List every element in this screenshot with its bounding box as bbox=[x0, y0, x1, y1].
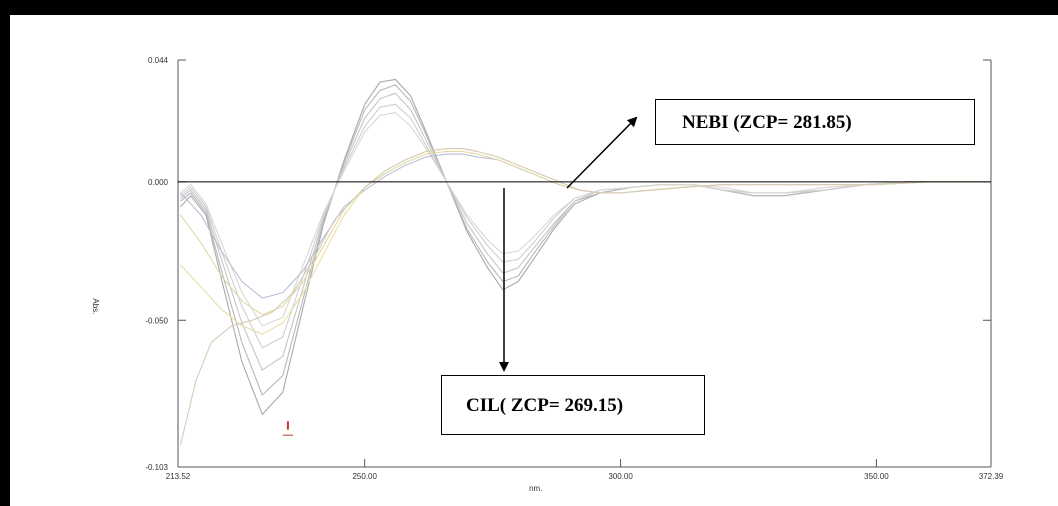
cil-spectrum-line bbox=[180, 150, 989, 316]
nebi-spectrum-line bbox=[180, 84, 989, 396]
x-tick-label: 350.00 bbox=[864, 472, 889, 481]
x-tick-label: 213.52 bbox=[166, 472, 191, 481]
axes bbox=[177, 59, 992, 468]
x-tick-label: 372.39 bbox=[979, 472, 1004, 481]
nebi-spectrum-line bbox=[180, 112, 989, 327]
x-axis-label: nm. bbox=[529, 484, 542, 493]
y-tick-label: 0.044 bbox=[148, 56, 169, 65]
x-tick-label: 250.00 bbox=[352, 472, 377, 481]
x-tick-label: 300.00 bbox=[608, 472, 633, 481]
cil-spectrum-line bbox=[179, 148, 989, 446]
y-tick-label: -0.103 bbox=[145, 463, 168, 472]
nebi-annotation-box: NEBI (ZCP= 281.85) bbox=[655, 99, 975, 145]
cil-spectrum-line bbox=[180, 148, 989, 335]
cil-spectrum-line bbox=[180, 153, 989, 299]
y-axis-label: Abs. bbox=[91, 298, 100, 314]
cil-annotation-box: CIL( ZCP= 269.15) bbox=[441, 375, 705, 435]
y-tick-label: -0.050 bbox=[145, 316, 168, 325]
annotation-arrows bbox=[499, 116, 638, 372]
nebi-arrow bbox=[566, 116, 638, 189]
series-group bbox=[179, 78, 989, 446]
y-tick-label: 0.000 bbox=[148, 178, 169, 187]
